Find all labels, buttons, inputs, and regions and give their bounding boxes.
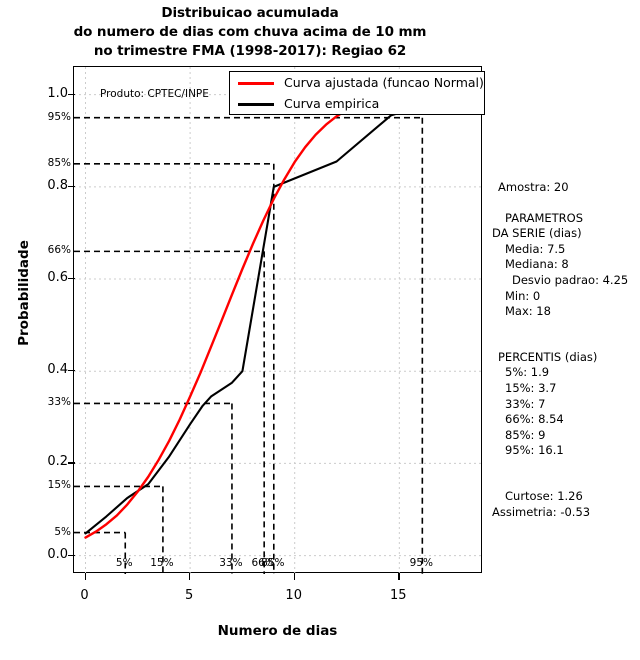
x-tick-label: 5: [184, 588, 194, 603]
stat-spacer: [492, 196, 640, 211]
percentile-y-label: 95%: [47, 110, 71, 123]
y-axis-tick-labels: 0.0 0.2 0.4 0.6 0.8 1.0: [16, 0, 68, 660]
statistics-panel: Amostra: 20 PARAMETROS DA SERIE (dias) M…: [492, 180, 640, 520]
legend-item-empirica: Curva empirica: [230, 93, 484, 115]
title-line-1: Distribuicao acumulada: [161, 5, 339, 21]
stat-parametros-header-2: DA SERIE (dias): [492, 226, 582, 241]
legend-swatch-ajustada: [238, 82, 274, 85]
series-line-empirica: [84, 93, 464, 535]
stat-p15: 15%: 3.7: [505, 380, 557, 395]
y-tick-mark: [68, 278, 75, 280]
x-tick-mark: [293, 573, 295, 580]
stat-mediana: Mediana: 8: [505, 257, 569, 272]
percentile-y-label: 66%: [47, 244, 71, 257]
stat-spacer-4: [492, 459, 640, 474]
y-tick-mark: [68, 370, 75, 372]
y-tick-label: 0.0: [47, 546, 68, 562]
y-tick-label: 0.2: [47, 454, 68, 470]
percentile-x-label: 66%: [251, 557, 275, 569]
x-tick-label: 10: [285, 588, 302, 603]
percentile-x-label: 95%: [409, 557, 433, 569]
y-tick-label: 0.6: [47, 270, 68, 286]
chart-title: Distribuicao acumulada do numero de dias…: [0, 4, 500, 61]
title-line-3: no trimestre FMA (1998-2017): Regiao 62: [93, 43, 407, 59]
x-tick-label: 0: [80, 588, 89, 603]
stat-curtose: Curtose: 1.26: [505, 488, 583, 503]
x-axis-title: Numero de dias: [217, 623, 338, 639]
legend-swatch-empirica: [238, 103, 274, 106]
y-tick-label: 0.8: [47, 177, 68, 193]
stat-p33: 33%: 7: [505, 396, 546, 411]
x-tick-label: 15: [390, 588, 407, 603]
y-axis-title: Probabilidade: [16, 240, 32, 346]
stat-spacer-2: [492, 320, 640, 335]
percentile-y-label: 85%: [47, 156, 71, 169]
percentile-x-label: 5%: [115, 557, 133, 569]
percentile-y-label: 15%: [47, 479, 71, 492]
stat-p95: 95%: 16.1: [505, 443, 564, 458]
stat-p66: 66%: 8.54: [505, 412, 564, 427]
title-line-2: do numero de dias com chuva acima de 10 …: [73, 24, 427, 40]
chart-canvas: [74, 67, 483, 574]
legend-item-ajustada: Curva ajustada (funcao Normal): [230, 72, 484, 94]
stat-spacer-5: [492, 474, 640, 489]
stat-media: Media: 7.5: [505, 241, 566, 256]
chart-legend: Curva ajustada (funcao Normal) Curva emp…: [229, 71, 485, 115]
stat-p85: 85%: 9: [505, 427, 546, 442]
stat-max: Max: 18: [505, 304, 551, 319]
y-tick-label: 1.0: [47, 85, 68, 101]
legend-label-ajustada: Curva ajustada (funcao Normal): [284, 75, 484, 90]
produto-label: Produto: CPTEC/INPE: [100, 88, 209, 100]
y-tick-label: 0.4: [47, 362, 68, 378]
y-tick-mark: [68, 93, 75, 95]
y-tick-mark: [68, 554, 75, 556]
stat-spacer-3: [492, 335, 640, 350]
stat-desvio-padrao: Desvio padrao: 4.25: [512, 272, 629, 287]
stat-assimetria: Assimetria: -0.53: [492, 504, 591, 519]
y-tick-mark: [68, 462, 75, 464]
x-tick-mark: [398, 573, 400, 580]
percentile-x-label: 33%: [219, 557, 243, 569]
percentile-y-label: 33%: [47, 396, 71, 409]
percentile-x-label: 15%: [150, 557, 174, 569]
stat-percentis-header: PERCENTIS (dias): [498, 349, 598, 364]
stat-parametros-header-1: PARAMETROS: [505, 210, 584, 225]
stat-p5: 5%: 1.9: [505, 365, 550, 380]
percentile-y-label: 5%: [54, 525, 71, 538]
stat-min: Min: 0: [505, 288, 541, 303]
stat-amostra: Amostra: 20: [498, 180, 569, 194]
percentile-x-label: 85%: [261, 557, 285, 569]
y-tick-mark: [68, 185, 75, 188]
x-tick-mark: [84, 573, 86, 580]
x-tick-mark: [189, 573, 191, 580]
legend-label-empirica: Curva empirica: [284, 96, 380, 111]
plot-area: [73, 66, 483, 574]
